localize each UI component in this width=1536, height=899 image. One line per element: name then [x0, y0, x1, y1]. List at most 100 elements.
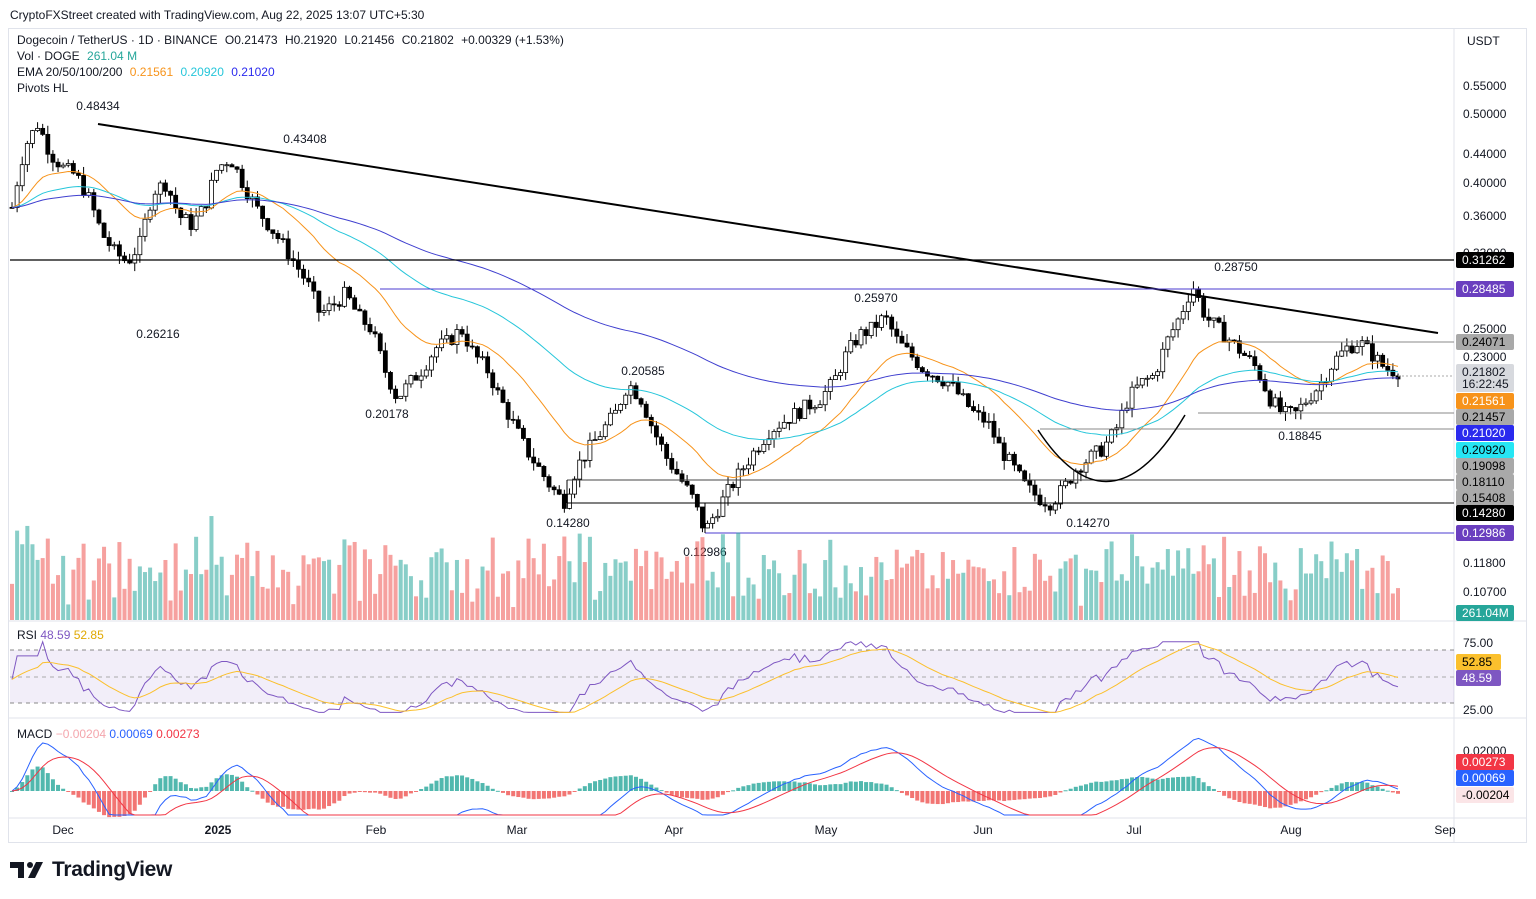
macd-histogram-bar — [127, 791, 132, 815]
candle-body — [1293, 407, 1299, 412]
macd-histogram-bar — [925, 791, 930, 804]
volume-bar — [751, 584, 756, 620]
volume-bar — [1027, 590, 1032, 620]
macd-histogram-bar — [332, 791, 337, 804]
candle-body — [1144, 377, 1150, 380]
candle-body — [786, 421, 792, 424]
macd-histogram-bar — [884, 784, 889, 791]
candle-body — [321, 310, 327, 313]
volume-bar — [951, 560, 956, 620]
volume-bar — [976, 567, 981, 620]
candle-body — [362, 310, 368, 325]
volume-bar — [506, 571, 511, 620]
rsi-badge-bg — [1456, 654, 1501, 670]
candle-body — [1211, 317, 1217, 321]
candle-body — [694, 493, 700, 508]
macd-histogram-bar — [608, 777, 613, 791]
candle-body — [909, 346, 915, 358]
candle-body — [403, 383, 409, 397]
volume-bar — [1380, 555, 1385, 620]
macd-histogram-bar — [495, 790, 500, 792]
ohlc-change: +0.00329 (+1.53%) — [461, 33, 564, 47]
tradingview-brand[interactable]: TradingView — [10, 858, 172, 882]
price-badge-bg — [1456, 458, 1514, 474]
candle-body — [1252, 356, 1258, 367]
macd-histogram-bar — [828, 784, 833, 791]
macd-histogram-bar — [189, 787, 194, 791]
candle-body — [1272, 397, 1278, 407]
legend-line-3: EMA 20/50/100/200 0.21561 0.20920 0.2102… — [17, 64, 279, 80]
macd-histogram-bar — [613, 776, 618, 791]
volume-bar — [337, 564, 342, 620]
macd-histogram-bar — [869, 782, 874, 791]
macd-badge-label: 0.00273 — [1462, 755, 1506, 769]
volume-bar — [1263, 553, 1268, 620]
macd-histogram-bar — [490, 788, 495, 791]
macd-histogram-bar — [56, 784, 61, 791]
price-badge-bg — [1456, 442, 1514, 458]
macd-histogram-bar — [1298, 791, 1303, 802]
price-badge-bg — [1456, 409, 1514, 425]
candle-body — [40, 127, 46, 135]
macd-histogram-bar — [685, 791, 690, 798]
ema-20-line — [11, 171, 1399, 479]
macd-histogram-bar — [1012, 791, 1017, 800]
volume-bar — [1073, 554, 1078, 620]
candle-body — [24, 143, 30, 166]
volume-bar — [818, 596, 823, 620]
legend-line-2: Vol · DOGE 261.04 M — [17, 48, 141, 64]
macd-histogram-bar — [235, 776, 240, 791]
candle-body — [106, 237, 112, 246]
volume-bar — [731, 596, 736, 620]
candle-body — [853, 340, 859, 346]
macd-histogram-bar — [603, 778, 608, 791]
macd-histogram-bar — [1242, 791, 1247, 804]
candle-body — [214, 169, 219, 181]
chart-frame — [8, 28, 1527, 843]
macd-histogram-bar — [577, 788, 582, 791]
volume-bar — [1084, 568, 1089, 620]
candle-body — [265, 218, 271, 231]
price-badge-bg — [1456, 281, 1514, 297]
candle-body — [183, 214, 189, 219]
volume-bar — [1068, 558, 1073, 620]
macd-histogram-bar — [1237, 791, 1242, 803]
volume-bar — [1390, 593, 1395, 620]
candle-body — [152, 193, 158, 211]
candle-body — [1001, 442, 1007, 461]
volume-bar — [552, 579, 557, 620]
candle-body — [1185, 301, 1191, 312]
volume-bar — [1314, 554, 1319, 620]
macd-histogram-bar — [690, 791, 695, 799]
macd-histogram-bar — [547, 791, 552, 799]
time-tick-label: May — [815, 823, 838, 837]
candle-body — [229, 164, 235, 168]
macd-histogram-bar — [117, 791, 122, 817]
macd-histogram-bar — [1196, 777, 1201, 791]
rsi-tick-label: 75.00 — [1463, 636, 1493, 650]
candle-body — [812, 407, 818, 410]
macd-histogram-bar — [444, 776, 449, 791]
volume-bar — [807, 593, 812, 620]
volume-bar — [1252, 592, 1257, 620]
volume-bar — [639, 566, 644, 620]
candle-body — [500, 389, 506, 403]
macd-badge-label: -0.00204 — [1462, 788, 1510, 802]
volume-bar — [848, 583, 853, 620]
volume-bar — [945, 578, 950, 620]
macd-histogram-bar — [403, 791, 408, 797]
candle-body — [449, 335, 455, 345]
macd-histogram-bar — [163, 776, 168, 791]
volume-bar — [25, 525, 30, 620]
volume-bar — [1242, 595, 1247, 620]
candle-body — [700, 506, 705, 529]
time-tick-label: Feb — [366, 823, 387, 837]
candle-body — [771, 431, 777, 440]
candle-body — [536, 462, 542, 467]
macd-histogram-bar — [1191, 776, 1196, 791]
volume-bar — [864, 595, 869, 620]
macd-histogram-bar — [1370, 785, 1375, 791]
volume-bar — [557, 556, 562, 620]
candle-body — [1339, 350, 1345, 357]
